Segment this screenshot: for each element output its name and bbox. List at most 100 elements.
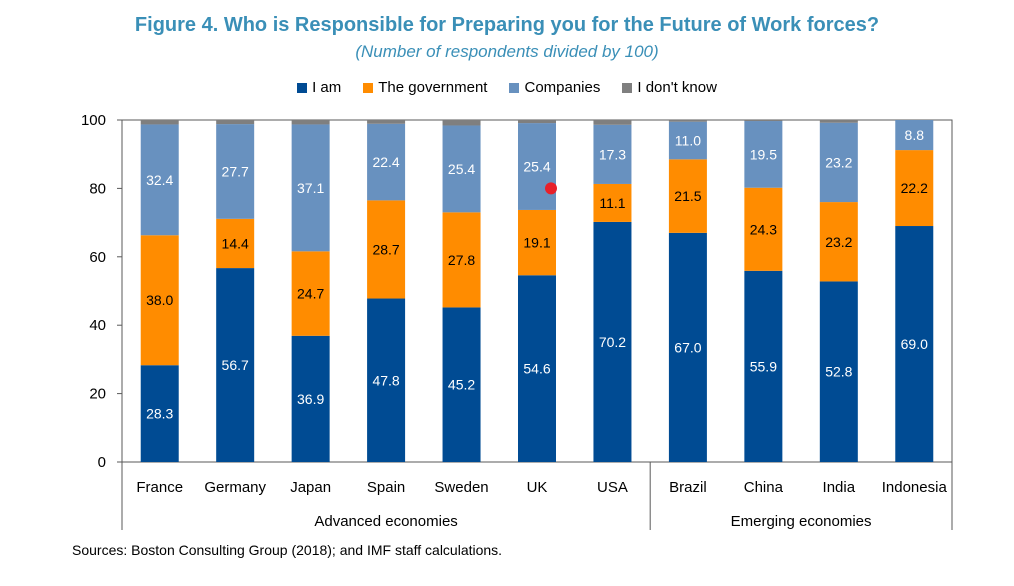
y-tick-label: 20 [89, 386, 106, 403]
y-tick-label: 0 [98, 454, 106, 471]
bar-segment [291, 335, 330, 462]
x-tick-label: USA [597, 479, 628, 496]
bar-segment [442, 212, 481, 308]
chart-subtitle: (Number of respondents divided by 100) [355, 42, 659, 61]
data-label: 38.0 [146, 292, 173, 308]
bar-segment [442, 125, 481, 213]
data-label: 25.4 [523, 159, 550, 175]
data-label: 23.2 [825, 234, 852, 250]
group-label: Emerging economies [731, 513, 872, 530]
data-label: 23.2 [825, 154, 852, 170]
data-label: 27.7 [222, 163, 249, 179]
data-label: 70.2 [599, 334, 626, 350]
data-label: 36.9 [297, 391, 324, 407]
bar-segment [895, 120, 934, 151]
legend-label: I don't know [637, 79, 717, 96]
data-label: 8.8 [905, 127, 925, 143]
y-tick-label: 40 [89, 317, 106, 334]
data-label: 67.0 [674, 339, 701, 355]
bar-segment [819, 122, 858, 203]
bar-segment [744, 121, 783, 188]
data-label: 19.5 [750, 146, 777, 162]
legend-item: The government [363, 79, 487, 96]
y-tick-label: 80 [89, 180, 106, 197]
bar-segment [668, 120, 707, 122]
bar-segment [140, 365, 179, 462]
bar-segment [367, 298, 406, 462]
bar-segment [216, 268, 255, 462]
data-label: 14.4 [222, 235, 249, 251]
x-tick-label: Japan [290, 479, 331, 496]
data-label: 47.8 [372, 372, 399, 388]
legend: I am The government Companies I don't know [0, 79, 1014, 96]
bar-segment [442, 120, 481, 126]
x-tick-label: Germany [204, 479, 266, 496]
bar-segment [895, 226, 934, 462]
bar-segment [895, 150, 934, 227]
bar-segment [216, 218, 255, 269]
source-note: Sources: Boston Consulting Group (2018);… [72, 542, 503, 558]
data-label: 11.0 [675, 133, 701, 149]
bar-segment [367, 120, 406, 124]
data-label: 24.3 [750, 221, 777, 237]
bar-segment [291, 124, 330, 252]
legend-item: Companies [509, 79, 600, 96]
y-tick-label: 60 [89, 249, 106, 266]
x-tick-label: China [744, 479, 784, 496]
bar-segment [140, 235, 179, 366]
x-tick-label: Sweden [434, 479, 488, 496]
legend-swatch [297, 82, 308, 93]
bar-segment [819, 281, 858, 462]
legend-label: The government [378, 79, 488, 96]
y-tick-label: 100 [81, 112, 106, 129]
data-label: 22.2 [901, 180, 928, 196]
bar-segment [442, 307, 481, 462]
legend-item: I don't know [622, 79, 717, 96]
bar-segment [593, 183, 632, 222]
x-tick-label: UK [527, 479, 548, 496]
bar-segment [518, 209, 556, 276]
legend-swatch [363, 82, 374, 93]
bar-segment [140, 120, 179, 125]
data-label: 25.4 [448, 161, 475, 177]
bar-segment [593, 221, 632, 462]
data-label: 37.1 [297, 180, 324, 196]
x-tick-label: France [136, 479, 183, 496]
bar-segment [216, 120, 255, 125]
data-label: 17.3 [599, 146, 626, 162]
bar-segment [593, 124, 632, 184]
legend-label: I am [312, 79, 342, 96]
data-label: 22.4 [372, 154, 399, 170]
data-label: 52.8 [825, 364, 852, 380]
data-label: 56.7 [222, 357, 249, 373]
bar-segment [668, 159, 707, 233]
bar-segment [819, 202, 858, 282]
data-label: 28.3 [146, 406, 173, 422]
data-label: 69.0 [901, 336, 928, 352]
bar-segment [668, 232, 707, 462]
bar-segment [518, 123, 556, 210]
bar-segment [593, 120, 632, 125]
bar-segment [216, 124, 255, 219]
bar-segment [518, 275, 556, 462]
legend-swatch [509, 82, 520, 93]
bar-segment [668, 121, 707, 160]
bar-segment [744, 270, 783, 462]
group-label: Advanced economies [314, 513, 457, 530]
bar-segment [291, 251, 330, 336]
bar-segment [744, 187, 783, 271]
data-label: 27.8 [448, 252, 475, 268]
bar-segment [367, 123, 406, 201]
bar-segment [518, 120, 556, 124]
data-label: 11.1 [599, 195, 625, 211]
data-label: 28.7 [372, 241, 399, 257]
legend-item: I am [297, 79, 341, 96]
data-label: 21.5 [674, 188, 701, 204]
x-tick-label: Indonesia [882, 479, 948, 496]
bar-segment [291, 120, 330, 125]
red-marker [545, 182, 557, 195]
data-label: 45.2 [448, 377, 475, 393]
legend-swatch [622, 82, 633, 93]
data-label: 55.9 [750, 358, 777, 374]
